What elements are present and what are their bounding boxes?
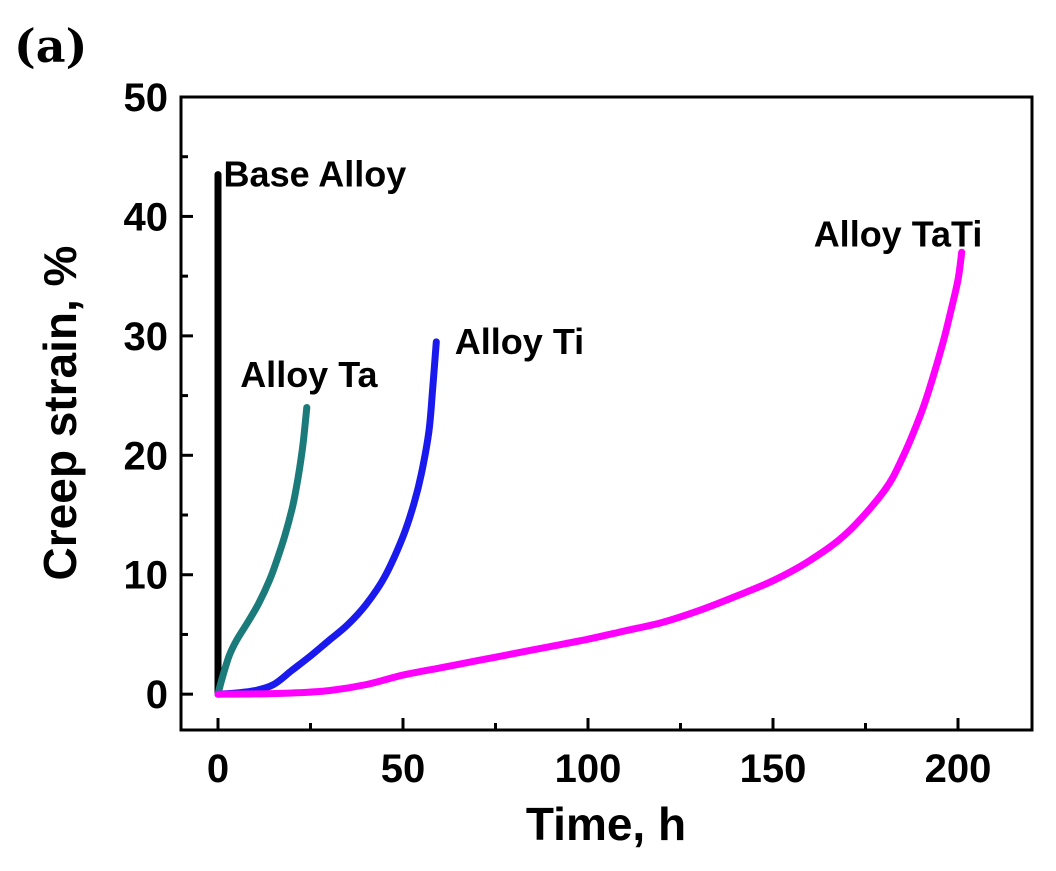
series-line-alloy-tati (214, 248, 966, 698)
series-label-alloy-ta: Alloy Ta (240, 354, 378, 395)
y-tick-label: 10 (124, 554, 169, 598)
x-tick-label: 50 (381, 747, 426, 791)
y-tick-label: 20 (124, 434, 169, 478)
x-tick-label: 0 (207, 747, 229, 791)
y-tick-label: 50 (124, 76, 169, 120)
plot-frame (179, 95, 1034, 732)
plot-area (179, 95, 1034, 732)
series-label-alloy-tati: Alloy TaTi (814, 213, 983, 254)
x-tick-label: 200 (925, 747, 992, 791)
ticks-layer: 0 50 100 150 200 0 10 20 30 40 50 (124, 76, 992, 791)
panel-label: (a) (14, 19, 87, 73)
y-tick-label: 30 (124, 315, 169, 359)
series-label-alloy-ti: Alloy Ti (455, 321, 584, 362)
series-line-alloy-ti (214, 338, 440, 698)
series-layer (214, 171, 966, 698)
annotation-layer: Base Alloy Alloy Ta Alloy Ti Alloy TaTi (224, 154, 983, 396)
x-axis-title: Time, h (526, 798, 686, 850)
y-tick-label: 40 (124, 195, 169, 239)
x-tick-label: 100 (555, 747, 622, 791)
y-tick-label: 0 (146, 673, 168, 717)
y-axis-title: Creep strain, % (34, 246, 86, 581)
series-label-base-alloy: Base Alloy (224, 154, 407, 195)
x-tick-label: 150 (740, 747, 807, 791)
series-line-alloy-ta (214, 404, 311, 698)
